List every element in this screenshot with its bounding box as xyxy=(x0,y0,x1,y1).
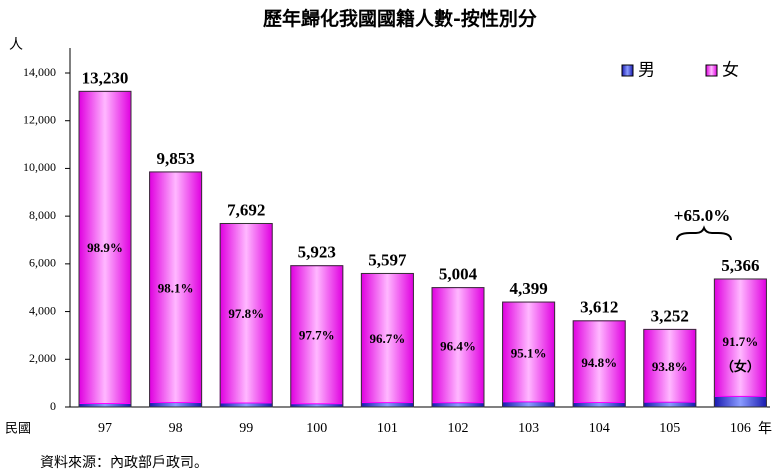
male-bar xyxy=(150,403,202,407)
male-bar xyxy=(644,402,696,407)
x-tick-label: 98 xyxy=(169,421,183,436)
legend-label: 女 xyxy=(722,61,739,81)
y-tick-label: 14,000 xyxy=(23,65,56,79)
y-tick-label: 8,000 xyxy=(29,208,56,222)
legend-swatch xyxy=(706,65,717,76)
y-tick-label: 6,000 xyxy=(29,256,56,270)
y-tick-label: 0 xyxy=(50,399,56,413)
share-label: 98.9% xyxy=(87,240,123,255)
total-label: 7,692 xyxy=(227,200,265,219)
x-suffix: 年 xyxy=(758,421,772,437)
y-tick-label: 10,000 xyxy=(23,160,56,174)
male-bar xyxy=(220,403,272,407)
x-tick-label: 100 xyxy=(306,421,327,436)
share-label: 94.8% xyxy=(581,355,617,370)
legend-label: 男 xyxy=(638,61,655,81)
growth-annotation: +65.0% xyxy=(674,206,730,225)
chart: 歷年歸化我國國籍人數-按性別分 人 民國 年 資料來源：內政部戶政司。 +65.… xyxy=(0,0,774,472)
share-label: 97.7% xyxy=(299,327,335,342)
total-label: 13,230 xyxy=(82,68,129,87)
total-label: 3,252 xyxy=(651,306,689,325)
source-note: 資料來源：內政部戶政司。 xyxy=(40,455,208,471)
legend-swatch xyxy=(622,65,633,76)
male-bar xyxy=(573,403,625,407)
brace xyxy=(677,228,731,240)
share-label: 95.1% xyxy=(511,346,547,361)
x-tick-label: 105 xyxy=(659,421,680,436)
x-prefix: 民國 xyxy=(5,422,31,437)
total-label: 5,004 xyxy=(439,265,478,284)
total-label: 5,923 xyxy=(298,243,336,262)
male-bar xyxy=(432,403,484,407)
total-label: 5,366 xyxy=(721,256,759,275)
male-bar xyxy=(361,403,413,407)
male-bar xyxy=(714,396,766,407)
y-tick-label: 12,000 xyxy=(23,112,56,126)
total-label: 9,853 xyxy=(156,149,194,168)
male-bar xyxy=(79,404,131,407)
share-label: 96.4% xyxy=(440,338,476,353)
y-axis-label: 人 xyxy=(9,37,23,53)
x-tick-label: 97 xyxy=(98,421,112,436)
x-tick-label: 104 xyxy=(589,421,610,436)
share-label: 91.7% xyxy=(723,334,759,349)
share-label: 93.8% xyxy=(652,359,688,374)
total-label: 5,597 xyxy=(368,250,407,269)
y-tick-label: 4,000 xyxy=(29,303,56,317)
share-label: 96.7% xyxy=(370,331,406,346)
x-tick-label: 103 xyxy=(518,421,539,436)
share-label: 97.8% xyxy=(228,306,264,321)
x-tick-label: 99 xyxy=(239,421,253,436)
x-tick-label: 102 xyxy=(448,421,469,436)
y-tick-label: 2,000 xyxy=(29,351,56,365)
male-bar xyxy=(503,402,555,407)
x-tick-label: 101 xyxy=(377,421,398,436)
share-label: 98.1% xyxy=(158,280,194,295)
share-note: （女） xyxy=(721,359,760,374)
total-label: 4,399 xyxy=(509,279,547,298)
chart-title: 歷年歸化我國國籍人數-按性別分 xyxy=(263,7,537,30)
x-tick-label: 106 xyxy=(730,421,751,436)
total-label: 3,612 xyxy=(580,298,618,317)
